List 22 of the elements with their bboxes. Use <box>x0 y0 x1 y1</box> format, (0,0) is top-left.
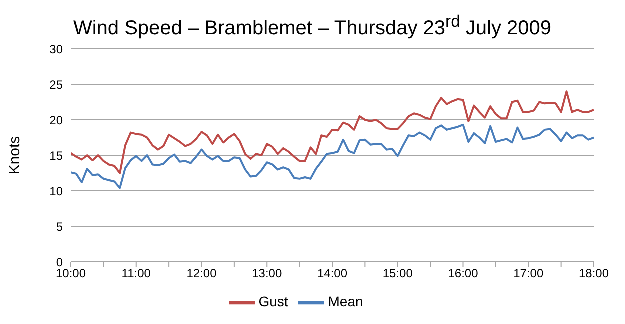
y-tick-label: 5 <box>56 220 64 234</box>
legend-label: Gust <box>258 294 288 310</box>
y-tick-label: 30 <box>50 42 64 56</box>
legend-label: Mean <box>328 294 364 310</box>
y-tick-label: 20 <box>50 113 64 128</box>
y-axis-title: Knots <box>6 136 24 175</box>
chart-title: Wind Speed – Bramblemet – Thursday 23$^{rd}$ July 2009 <box>72 11 553 42</box>
line-series <box>71 90 594 174</box>
x-tick-label: 10:00 <box>56 266 86 281</box>
x-tick-label: 14:00 <box>317 266 348 281</box>
y-tick-label: 10 <box>50 184 64 198</box>
y-tick-label: 25 <box>50 78 64 92</box>
x-tick-label: 12:00 <box>186 266 218 281</box>
x-tick-label: 16:00 <box>448 266 479 281</box>
line-series <box>71 124 594 190</box>
x-tick-label: 17:00 <box>514 266 544 281</box>
y-tick-label: 15 <box>50 148 64 163</box>
x-tick-label: 15:00 <box>382 266 414 281</box>
x-tick-label: 11:00 <box>122 266 152 281</box>
y-tick-label: 0 <box>56 255 64 270</box>
x-tick-label: 13:00 <box>252 266 282 281</box>
x-tick-label: 18:00 <box>578 266 610 281</box>
